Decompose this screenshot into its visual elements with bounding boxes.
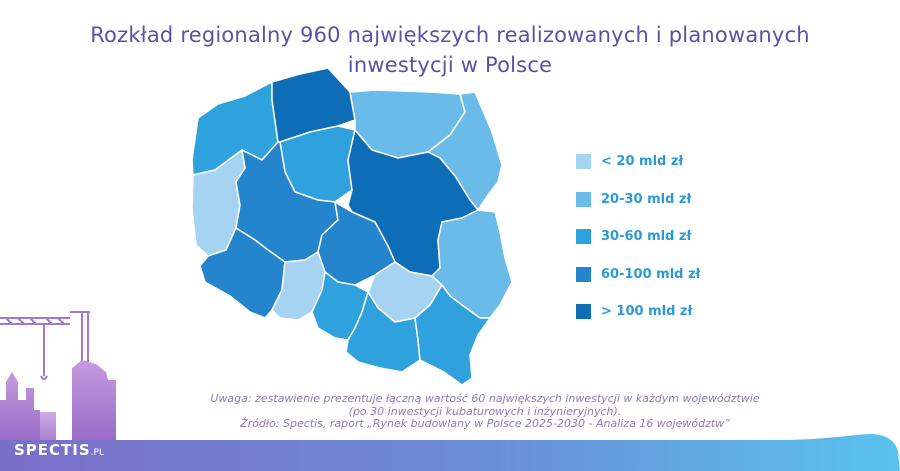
legend-label: > 100 mld zł bbox=[601, 304, 693, 320]
footer-gradient-bar bbox=[0, 434, 900, 471]
legend-item-over-100: > 100 mld zł bbox=[576, 293, 700, 331]
legend-item-60-100: 60-100 mld zł bbox=[576, 256, 700, 294]
source-note: Uwaga: zestawienie prezentuje łączną war… bbox=[120, 392, 850, 431]
chart-title: Rozkład regionalny 960 największych real… bbox=[0, 20, 900, 80]
legend-label: 20-30 mld zł bbox=[601, 191, 692, 207]
brand-logo: SPECTIS.PL bbox=[14, 441, 104, 459]
legend-swatch bbox=[576, 229, 591, 245]
legend-label: < 20 mld zł bbox=[601, 154, 684, 170]
legend-label: 30-60 mld zł bbox=[601, 229, 692, 245]
note-line-2: (po 30 inwestycji kubaturowych i inżynie… bbox=[348, 404, 622, 418]
legend-swatch bbox=[576, 304, 591, 320]
title-line-1: Rozkład regionalny 960 największych real… bbox=[90, 23, 810, 47]
building-silhouettes bbox=[0, 360, 116, 440]
title-line-2: inwestycji w Polsce bbox=[347, 53, 553, 77]
legend-label: 60-100 mld zł bbox=[601, 266, 701, 282]
brand-name: SPECTIS bbox=[14, 441, 91, 459]
region-podkarpackie bbox=[414, 284, 491, 386]
map-legend: < 20 mld zł 20-30 mld zł 30-60 mld zł 60… bbox=[576, 143, 700, 331]
legend-swatch bbox=[576, 266, 591, 282]
legend-item-under-20: < 20 mld zł bbox=[576, 143, 700, 181]
legend-swatch bbox=[576, 154, 591, 170]
brand-suffix: .PL bbox=[90, 448, 104, 458]
legend-item-20-30: 20-30 mld zł bbox=[576, 181, 700, 219]
legend-swatch bbox=[576, 191, 591, 207]
region-malopolskie bbox=[345, 291, 421, 373]
note-line-3: Źródło: Spectis, raport „Rynek budowlany… bbox=[240, 417, 730, 430]
note-line-1: Uwaga: zestawienie prezentuje łączną war… bbox=[210, 392, 760, 405]
legend-item-30-60: 30-60 mld zł bbox=[576, 218, 700, 256]
